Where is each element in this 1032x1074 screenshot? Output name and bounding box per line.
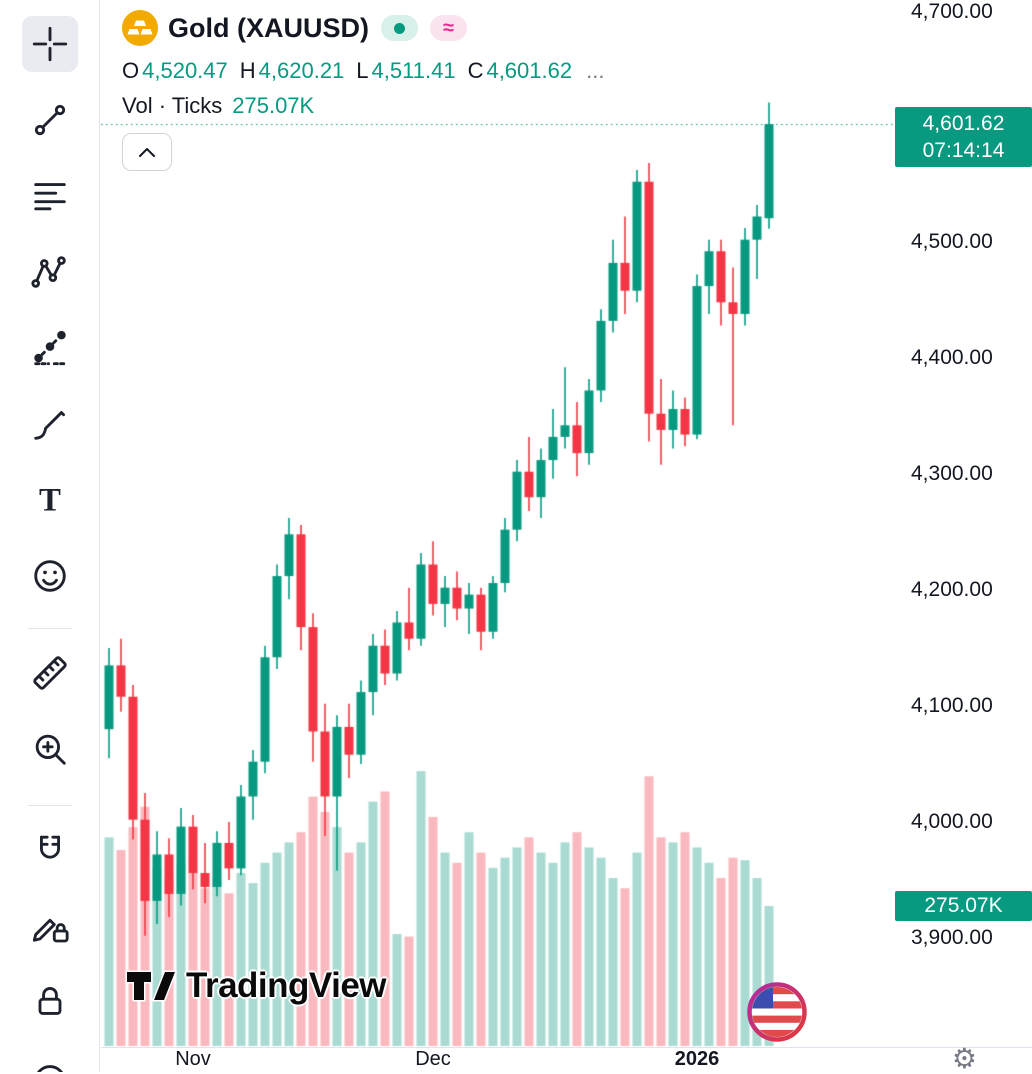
gold-symbol-icon xyxy=(122,10,158,46)
emoji-tool-button[interactable] xyxy=(22,548,78,604)
hide-drawings-tool-button[interactable] xyxy=(22,1050,78,1072)
close-label: C xyxy=(467,58,484,83)
tradingview-watermark-text: TradingView xyxy=(186,966,387,1005)
brush-icon xyxy=(33,411,65,440)
svg-text:T: T xyxy=(39,483,61,519)
trend-line-tool-button[interactable] xyxy=(22,92,78,148)
low-label: L xyxy=(356,58,369,83)
ohlc-low: L 4,511.41 xyxy=(356,58,455,84)
price-axis-label: 4,100.00 xyxy=(911,694,993,717)
price-badge-value: 4,601.62 xyxy=(922,112,1005,136)
chart-region: Gold (XAUUSD) ≈ O 4,520.47 H 4,620.21 L 4,5… xyxy=(101,0,1032,1074)
price-axis-label: 4,300.00 xyxy=(911,462,993,485)
ruler-tool-button[interactable] xyxy=(22,645,78,701)
tradingview-logo-icon xyxy=(125,970,177,1002)
time-axis[interactable]: ⚙ Nov Dec 2026 xyxy=(101,1043,1032,1074)
ohlc-high: H 4,620.21 xyxy=(240,58,345,84)
forecast-tool-button[interactable] xyxy=(22,320,78,376)
xabcd-pattern-tool-button[interactable] xyxy=(22,244,78,300)
brush-tool-button[interactable] xyxy=(22,396,78,452)
ohlc-open: O 4,520.47 xyxy=(122,58,228,84)
lock-all-tool-button[interactable] xyxy=(22,974,78,1030)
price-badge: 4,601.62 07:14:14 xyxy=(895,107,1032,168)
forecast-icon xyxy=(33,330,66,366)
tradingview-watermark: TradingView xyxy=(125,966,387,1006)
symbol-row: Gold (XAUUSD) ≈ xyxy=(122,8,604,48)
crosshair-icon xyxy=(32,26,67,62)
us-market-flag-icon[interactable] xyxy=(742,977,812,1052)
market-status-badge[interactable] xyxy=(380,15,418,41)
toolbar-divider xyxy=(27,628,72,629)
ohlc-more[interactable]: ... xyxy=(586,58,605,83)
xabcd-pattern-icon xyxy=(30,256,66,288)
crosshair-tool-button[interactable] xyxy=(21,16,78,72)
drawing-toolbar: T xyxy=(0,0,100,1072)
chevron-up-icon xyxy=(139,148,155,157)
magnet-tool-button[interactable] xyxy=(22,822,78,878)
open-value: 4,520.47 xyxy=(142,58,228,83)
collapse-legend-button[interactable] xyxy=(122,133,172,171)
high-label: H xyxy=(239,58,256,83)
ohlc-row: O 4,520.47 H 4,620.21 L 4,511.41 C 4,601.62 … xyxy=(122,58,604,84)
candlestick-chart-canvas[interactable] xyxy=(101,0,895,1048)
symbol-title[interactable]: Gold (XAUUSD) xyxy=(168,12,369,43)
time-axis-label: Nov xyxy=(175,1048,211,1070)
drawing-lock-tool-button[interactable] xyxy=(22,898,78,954)
price-axis-label: 4,700.00 xyxy=(911,0,993,23)
fib-retracement-icon xyxy=(33,183,66,211)
price-axis[interactable]: 4,601.62 07:14:14 275.07K 4,700.00 4,500.… xyxy=(895,0,1032,1048)
text-tool-button[interactable]: T xyxy=(22,472,78,528)
ruler-icon xyxy=(32,656,67,690)
zoom-in-tool-button[interactable] xyxy=(22,721,78,777)
zoom-in-icon xyxy=(35,734,66,765)
low-value: 4,511.41 xyxy=(371,58,456,83)
emoji-icon xyxy=(33,560,66,592)
time-axis-label: 2026 xyxy=(674,1048,720,1070)
volume-badge: 275.07K xyxy=(895,890,1032,921)
eye-icon xyxy=(36,1065,63,1072)
chart-settings-gear-icon[interactable]: ⚙ xyxy=(951,1043,977,1074)
price-badge-countdown: 07:14:14 xyxy=(922,139,1005,163)
trend-line-icon xyxy=(34,104,65,136)
time-axis-label: Dec xyxy=(415,1048,451,1070)
text-tool-icon: T xyxy=(39,483,61,519)
volume-value: 275.07K xyxy=(232,93,315,118)
close-value: 4,601.62 xyxy=(486,58,573,83)
volume-label: Vol · Ticks xyxy=(122,93,223,118)
drawing-lock-icon xyxy=(32,918,69,943)
approx-icon: ≈ xyxy=(442,16,454,39)
lock-icon xyxy=(38,987,61,1015)
high-value: 4,620.21 xyxy=(258,58,345,83)
symbol-header: Gold (XAUUSD) ≈ O 4,520.47 H 4,620.21 L 4,5… xyxy=(122,8,604,171)
open-label: O xyxy=(122,58,140,83)
price-axis-label: 4,200.00 xyxy=(911,578,993,601)
market-open-dot-icon xyxy=(393,22,405,34)
ohlc-close: C 4,601.62 xyxy=(468,58,573,84)
price-axis-label: 4,400.00 xyxy=(911,346,993,369)
fib-retracement-tool-button[interactable] xyxy=(22,168,78,224)
price-axis-label: 3,900.00 xyxy=(911,926,993,949)
magnet-icon xyxy=(39,835,60,859)
toolbar-divider xyxy=(27,805,72,806)
price-axis-label: 4,000.00 xyxy=(911,810,993,833)
price-axis-label: 4,500.00 xyxy=(911,230,993,253)
approx-price-badge[interactable]: ≈ xyxy=(429,15,467,41)
volume-row: Vol · Ticks 275.07K xyxy=(122,93,604,119)
